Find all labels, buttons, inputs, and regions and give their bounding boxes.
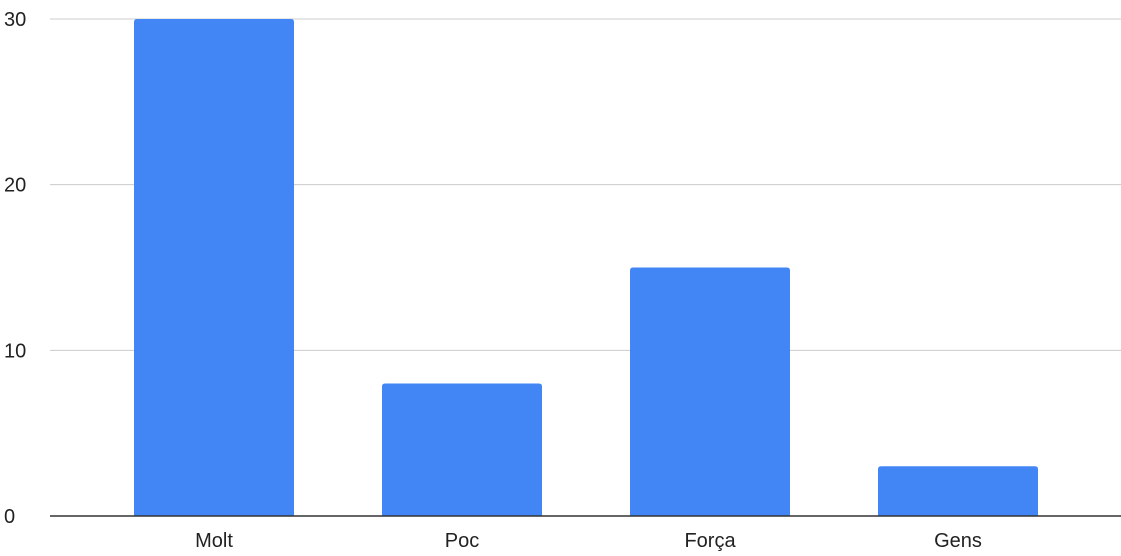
y-tick-label: 0: [4, 506, 15, 528]
x-tick-label: Molt: [195, 530, 233, 552]
bar-forca: [630, 267, 790, 516]
y-tick-label: 30: [4, 9, 26, 31]
y-tick-label: 10: [4, 340, 26, 362]
bar-gens: [878, 466, 1038, 516]
tick-labels: 0 10 20 30 Molt Poc Força Gens: [4, 9, 982, 552]
bar-molt: [134, 19, 294, 516]
bar-poc: [382, 383, 542, 516]
y-tick-label: 20: [4, 175, 26, 197]
x-tick-label: Gens: [934, 530, 982, 552]
bars: [134, 19, 1038, 516]
x-tick-label: Força: [684, 530, 736, 552]
x-tick-label: Poc: [445, 530, 479, 552]
